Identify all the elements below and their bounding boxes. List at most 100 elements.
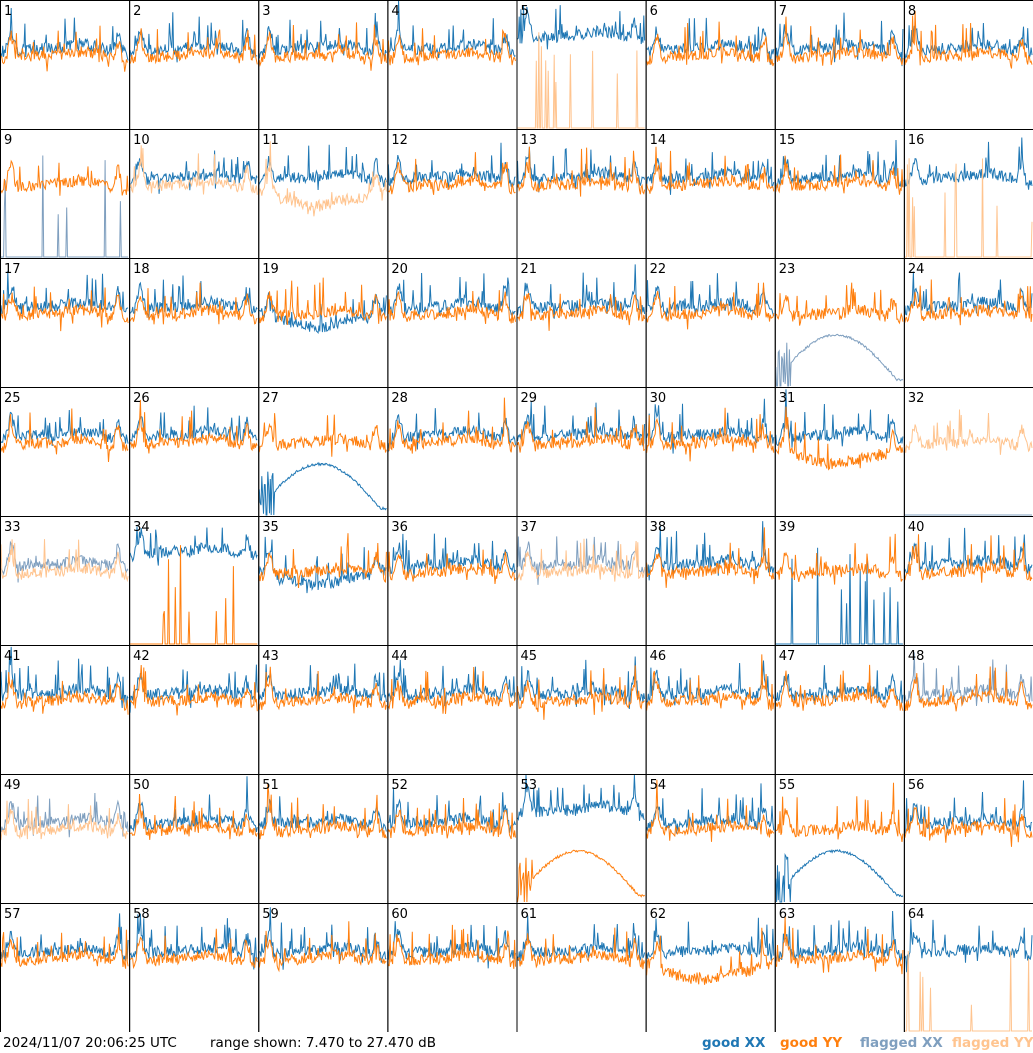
panel-label: 13 xyxy=(521,133,538,148)
panel-2: 2 xyxy=(129,0,260,130)
panel-frame xyxy=(387,645,518,775)
panel-frame xyxy=(516,645,647,775)
panel-frame xyxy=(645,387,776,517)
panel-frame xyxy=(903,903,1033,1032)
panel-7: 7 xyxy=(774,0,905,130)
series-yy-panel-56 xyxy=(904,798,1033,847)
panel-label: 48 xyxy=(908,649,925,664)
panel-12: 12 xyxy=(387,129,518,259)
series-xx-panel-35 xyxy=(258,536,387,594)
panel-frame xyxy=(129,258,260,388)
panel-frame xyxy=(387,774,518,904)
series-yy-panel-10 xyxy=(129,145,258,195)
panel-26: 26 xyxy=(129,387,260,517)
series-xx-panel-36 xyxy=(387,533,516,579)
panel-34: 34 xyxy=(129,516,260,646)
series-yy-panel-62 xyxy=(646,927,775,985)
range-readout: range shown: 7.470 to 27.470 dB xyxy=(210,1035,436,1051)
panel-29: 29 xyxy=(516,387,647,517)
panel-label: 63 xyxy=(779,907,796,922)
series-xx-panel-7 xyxy=(775,12,904,67)
panel-frame xyxy=(774,129,905,259)
panel-frame xyxy=(903,516,1033,646)
panel-frame xyxy=(387,129,518,259)
series-yy-panel-51 xyxy=(258,783,387,840)
panel-label: 47 xyxy=(779,649,796,664)
panel-label: 5 xyxy=(521,4,529,19)
series-yy-panel-50 xyxy=(129,793,258,840)
series-yy-panel-15 xyxy=(775,154,904,195)
series-yy-panel-42 xyxy=(129,664,258,716)
panel-label: 19 xyxy=(262,262,279,277)
panel-label: 43 xyxy=(262,649,279,664)
panel-label: 9 xyxy=(4,133,12,148)
panel-frame xyxy=(0,903,131,1032)
panel-label: 32 xyxy=(908,391,925,406)
series-xx-panel-31 xyxy=(775,389,904,448)
series-xx-panel-30 xyxy=(646,398,775,454)
panel-frame xyxy=(387,258,518,388)
series-yy-panel-32 xyxy=(904,409,1033,455)
series-xx-panel-25 xyxy=(0,409,129,447)
panel-label: 50 xyxy=(133,778,150,793)
series-yy-panel-38 xyxy=(646,527,775,588)
series-yy-panel-22 xyxy=(646,282,775,330)
panel-label: 34 xyxy=(133,520,150,535)
panel-label: 1 xyxy=(4,4,12,19)
panel-label: 10 xyxy=(133,133,150,148)
panel-label: 33 xyxy=(4,520,21,535)
series-yy-panel-58 xyxy=(129,928,258,970)
series-xx-panel-8 xyxy=(904,22,1033,60)
panel-label: 11 xyxy=(262,133,279,148)
panel-label: 39 xyxy=(779,520,796,535)
panel-frame xyxy=(516,387,647,517)
series-yy-panel-34 xyxy=(130,545,258,645)
panel-label: 8 xyxy=(908,4,916,19)
series-yy-panel-2 xyxy=(129,28,258,65)
series-xx-panel-27 xyxy=(258,461,387,516)
series-yy-panel-39 xyxy=(775,533,903,585)
series-xx-panel-55 xyxy=(775,848,904,903)
panel-frame xyxy=(387,903,518,1032)
series-yy-panel-16 xyxy=(904,158,1033,258)
series-xx-panel-42 xyxy=(129,664,258,713)
panel-60: 60 xyxy=(387,903,518,1032)
panel-28: 28 xyxy=(387,387,518,517)
series-xx-panel-57 xyxy=(0,913,129,962)
panel-58: 58 xyxy=(129,903,260,1032)
panel-21: 21 xyxy=(516,258,647,388)
series-yy-panel-5 xyxy=(517,32,645,129)
series-yy-panel-25 xyxy=(0,408,129,463)
panel-label: 7 xyxy=(779,4,787,19)
series-yy-panel-7 xyxy=(775,16,904,66)
panel-43: 43 xyxy=(258,645,389,775)
panel-19: 19 xyxy=(258,258,389,388)
series-yy-panel-48 xyxy=(904,666,1033,712)
panel-5: 5 xyxy=(516,0,647,130)
panel-frame xyxy=(129,129,260,259)
series-xx-panel-50 xyxy=(129,776,258,832)
panel-label: 20 xyxy=(391,262,408,277)
legend-flagged-xx: flagged XX xyxy=(860,1035,943,1051)
panel-frame xyxy=(774,645,905,775)
panel-frame xyxy=(129,516,260,646)
panel-63: 63 xyxy=(774,903,905,1032)
series-xx-panel-64 xyxy=(904,918,1033,973)
panel-8: 8 xyxy=(903,0,1033,130)
series-xx-panel-9 xyxy=(1,155,129,258)
panel-frame xyxy=(129,0,260,130)
panel-label: 14 xyxy=(650,133,667,148)
series-xx-panel-53 xyxy=(517,774,645,821)
panel-32: 32 xyxy=(903,387,1033,517)
panel-label: 52 xyxy=(391,778,408,793)
series-yy-panel-52 xyxy=(387,797,516,840)
panel-frame xyxy=(903,129,1033,259)
panel-frame xyxy=(129,645,260,775)
panel-frame xyxy=(903,387,1033,517)
panel-label: 30 xyxy=(650,391,667,406)
panel-label: 64 xyxy=(908,907,925,922)
panel-frame xyxy=(0,645,131,775)
series-yy-panel-45 xyxy=(517,665,645,720)
panel-3: 3 xyxy=(258,0,389,130)
